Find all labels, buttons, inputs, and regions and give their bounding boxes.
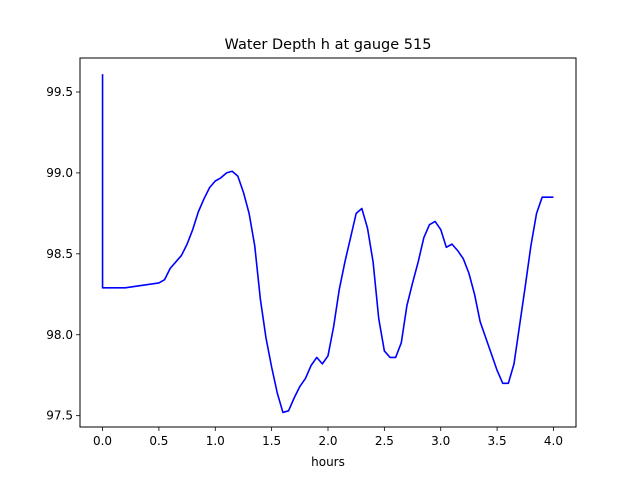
x-tick-label: 2.0 [318,434,337,448]
x-tick-label: 1.5 [262,434,281,448]
x-tick-label: 4.0 [544,434,563,448]
series-line-0 [101,74,554,414]
x-tick-label: 0.5 [149,434,168,448]
x-tick-label: 3.5 [488,434,507,448]
y-tick-label: 99.0 [46,166,73,180]
plot-frame [79,57,577,428]
y-axis: 97.5 98.0 98.5 99.0 99.5 [46,85,80,423]
chart-title: Water Depth h at gauge 515 [225,37,432,53]
x-tick-label: 0.0 [93,434,112,448]
y-tick-label: 98.5 [46,247,73,261]
y-tick-label: 97.5 [46,409,73,423]
x-tick-label: 3.0 [431,434,450,448]
x-tick-label: 1.0 [206,434,225,448]
plot-area [101,74,554,414]
x-axis: 0.0 0.5 1.0 1.5 2.0 2.5 3.0 3.5 4.0 [93,427,563,448]
y-tick-label: 99.5 [46,85,73,99]
x-axis-label: hours [311,455,345,469]
x-tick-label: 2.5 [375,434,394,448]
y-tick-label: 98.0 [46,328,73,342]
